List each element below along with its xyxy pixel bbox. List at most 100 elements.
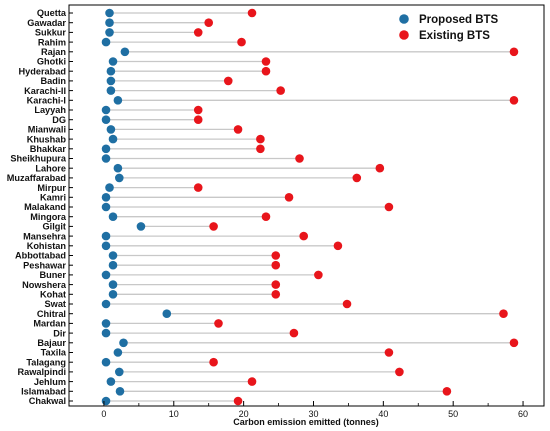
x-tick-label-30: 30 [308, 409, 318, 419]
x-tick-label-40: 40 [378, 409, 388, 419]
proposed-point-buner [101, 270, 111, 280]
existing-point-chakwal [233, 396, 243, 406]
existing-point-islamabad [442, 387, 452, 396]
category-label-lahore: Lahore [35, 163, 66, 173]
proposed-point-dir [101, 328, 111, 338]
category-label-nowshera: Nowshera [22, 280, 67, 290]
category-label-khushab: Khushab [27, 134, 67, 144]
category-label-dg: DG [52, 115, 66, 125]
x-tick-label-60: 60 [518, 409, 528, 419]
category-label-kohat: Kohat [40, 290, 66, 300]
category-label-kohistan: Kohistan [27, 241, 67, 251]
proposed-point-malakand [101, 202, 111, 212]
existing-point-khushab [256, 134, 265, 144]
category-label-quetta: Quetta [37, 8, 67, 18]
category-labels: QuettaGawadarSukkurRahimRajanGhotkiHyder… [7, 8, 73, 406]
category-label-chitral: Chitral [37, 309, 66, 319]
category-label-kamri: Kamri [40, 193, 66, 203]
category-label-malakand: Malakand [24, 202, 66, 212]
existing-point-rahim [237, 37, 246, 47]
proposed-point-quetta [105, 8, 114, 18]
existing-point-lahore [375, 163, 385, 173]
category-label-bhakkar: Bhakkar [30, 144, 67, 154]
existing-point-jehlum [247, 377, 257, 386]
proposed-point-peshawar [108, 260, 118, 270]
category-label-mansehra: Mansehra [23, 231, 67, 241]
proposed-point-rahim [101, 37, 111, 47]
existing-point-layyah [193, 105, 203, 115]
existing-point-bhakkar [256, 144, 265, 154]
existing-point-mansehra [299, 231, 309, 241]
proposed-point-gilgit [136, 222, 146, 231]
category-label-rawalpindi: Rawalpindi [18, 367, 67, 377]
legend-label-existing: Existing BTS [419, 30, 490, 42]
category-label-ghotki: Ghotki [37, 57, 66, 67]
proposed-point-jehlum [106, 377, 116, 386]
x-tick-label-20: 20 [239, 409, 249, 419]
proposed-point-sheikhupura [101, 154, 111, 163]
category-label-badin: Badin [40, 76, 66, 86]
proposed-point-khushab [108, 134, 118, 144]
existing-point-kohistan [333, 241, 343, 251]
proposed-point-ghotki [108, 57, 118, 66]
category-label-sheikhupura: Sheikhupura [10, 154, 67, 164]
existing-point-gawadar [204, 18, 214, 28]
proposed-point-chakwal [101, 396, 111, 406]
category-label-peshawar: Peshawar [23, 260, 66, 270]
proposed-point-chitral [162, 309, 172, 319]
existing-point-karachi-i [509, 96, 519, 105]
existing-point-kamri [284, 193, 294, 202]
category-label-abbottabad: Abbottabad [15, 251, 66, 261]
legend: Proposed BTS Existing BTS [399, 14, 499, 42]
category-label-talagang: Talagang [26, 357, 66, 367]
proposed-point-swat [101, 299, 111, 309]
existing-point-rawalpindi [395, 367, 404, 377]
existing-point-sheikhupura [295, 154, 304, 163]
existing-point-abbottabad [271, 251, 281, 260]
proposed-point-kamri [101, 193, 111, 202]
proposed-point-hyderabad [106, 66, 116, 76]
proposed-point-bhakkar [101, 144, 111, 154]
proposed-point-mianwali [106, 125, 116, 134]
category-label-rahim: Rahim [38, 37, 66, 47]
category-label-gawadar: Gawadar [27, 18, 66, 28]
existing-point-malakand [384, 202, 394, 212]
existing-point-swat [342, 299, 352, 309]
category-label-mirpur: Mirpur [37, 183, 66, 193]
category-label-gilgit: Gilgit [43, 222, 66, 232]
data-points [101, 8, 519, 406]
existing-point-peshawar [271, 260, 281, 270]
existing-point-badin [223, 76, 233, 86]
proposed-point-kohistan [101, 241, 111, 251]
proposed-point-layyah [101, 105, 111, 115]
existing-point-gilgit [209, 222, 218, 231]
existing-point-mardan [214, 319, 223, 328]
category-label-jehlum: Jehlum [34, 377, 66, 387]
proposed-point-kohat [108, 290, 118, 299]
legend-marker-existing [399, 30, 409, 40]
existing-point-taxila [384, 348, 394, 357]
existing-point-muzaffarabad [352, 173, 362, 183]
existing-point-buner [314, 270, 323, 280]
proposed-point-sukkur [105, 28, 114, 37]
category-label-layyah: Layyah [34, 105, 66, 115]
proposed-point-islamabad [115, 387, 125, 396]
category-label-swat: Swat [45, 299, 66, 309]
existing-point-mirpur [193, 183, 203, 192]
category-label-dir: Dir [53, 328, 66, 338]
proposed-point-rajan [120, 47, 130, 57]
proposed-point-muzaffarabad [114, 173, 124, 183]
existing-point-quetta [247, 8, 257, 18]
connector-lines [106, 12, 514, 402]
x-tick-label-10: 10 [169, 409, 179, 419]
proposed-point-mardan [101, 319, 111, 328]
existing-point-nowshera [271, 280, 281, 289]
existing-point-talagang [209, 357, 218, 367]
category-label-sukkur: Sukkur [35, 28, 67, 38]
existing-point-sukkur [193, 28, 203, 37]
plot-frame [68, 4, 545, 407]
category-label-islamabad: Islamabad [21, 387, 66, 397]
proposed-point-karachi-i [113, 96, 123, 105]
proposed-point-badin [106, 76, 116, 86]
existing-point-bajaur [509, 338, 519, 348]
